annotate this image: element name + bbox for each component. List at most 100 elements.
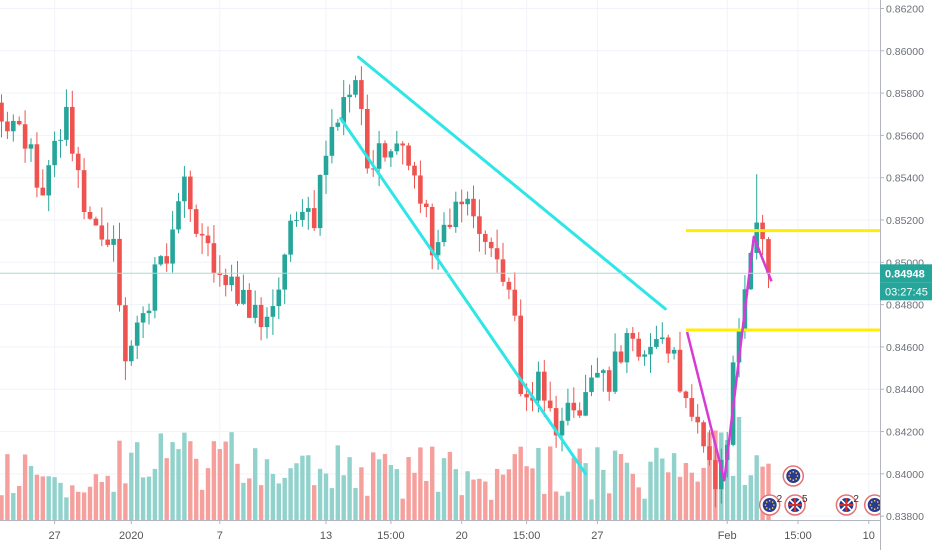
volume-bar <box>223 441 228 520</box>
volume-bar <box>666 472 671 520</box>
price-tick-label: 0.85200 <box>886 215 924 227</box>
candle-body <box>105 239 110 245</box>
volume-bar <box>589 499 594 520</box>
candle-body <box>288 220 293 255</box>
volume-bar <box>58 482 63 520</box>
volume-bar <box>500 474 506 520</box>
candle-body <box>441 224 447 243</box>
volume-bar <box>471 479 476 520</box>
volume-bar <box>264 459 270 520</box>
volume-bar <box>636 487 641 520</box>
volume-bar <box>253 448 258 520</box>
volume-bar <box>412 472 417 520</box>
volume-bar <box>34 474 40 520</box>
volume-bar <box>152 468 158 520</box>
candle-body <box>176 201 181 230</box>
volume-bar <box>530 468 535 520</box>
candle-body <box>701 422 706 447</box>
candle-body <box>542 371 547 401</box>
candle-body <box>394 143 400 152</box>
volume-bar <box>323 473 329 520</box>
volume-bar <box>146 476 152 520</box>
eu-flag-star <box>764 504 767 506</box>
eu-flag-star <box>870 507 873 509</box>
volume-bar <box>87 486 93 520</box>
volume-bar <box>524 466 529 520</box>
volume-bars <box>0 417 771 520</box>
candle-body <box>93 218 99 226</box>
eu-flag-star <box>765 507 768 509</box>
price-tick-label: 0.84400 <box>886 384 924 396</box>
volume-bar <box>22 454 28 520</box>
candle-body <box>64 106 69 140</box>
candle-body <box>429 206 435 256</box>
candle-body <box>612 351 618 392</box>
time-axis[interactable]: 27 2020 7 13 15:00 20 15:00 27 Feb 15:00 10 <box>0 520 880 550</box>
volume-bar <box>465 471 470 520</box>
volume-bar <box>194 458 199 520</box>
volume-bar <box>648 461 653 520</box>
volume-bar <box>677 476 683 520</box>
event-markers[interactable]: 2 5 2 <box>758 465 886 516</box>
candle-body <box>335 122 341 127</box>
volume-bar <box>671 453 677 520</box>
candle-body <box>111 238 116 245</box>
candle-body <box>447 224 453 228</box>
event-badge[interactable]: 2 <box>758 494 783 516</box>
volume-bar <box>483 481 488 520</box>
candle-body <box>388 151 394 158</box>
volume-bar <box>748 475 753 520</box>
eu-flag-star <box>789 472 792 474</box>
price-tick-label: 0.85400 <box>886 173 924 185</box>
candle-body <box>123 305 128 362</box>
candle-body <box>28 144 34 149</box>
volume-bar <box>766 463 771 520</box>
time-tick-label: 15:00 <box>784 530 812 542</box>
trend-line-upper <box>356 55 667 311</box>
event-badge[interactable]: 2 <box>835 494 859 516</box>
candle-body <box>689 398 695 417</box>
candle-body <box>235 276 240 304</box>
volume-bar <box>506 469 512 520</box>
volume-bar <box>406 457 411 520</box>
volume-bar <box>270 473 276 520</box>
volume-bar <box>583 463 588 520</box>
volume-bar <box>630 473 635 520</box>
time-tick-label: Feb <box>718 530 737 542</box>
candle-body <box>654 339 659 347</box>
price-tags: 0.84948 03:27:45 <box>880 264 932 301</box>
candle-body <box>565 402 571 421</box>
volume-bar <box>435 491 441 520</box>
volume-bar <box>258 485 264 520</box>
event-badge[interactable]: 5 <box>784 494 808 516</box>
volume-bar <box>359 467 364 520</box>
candle-body <box>365 108 370 169</box>
candle-body <box>618 351 624 363</box>
event-badge[interactable] <box>782 465 805 487</box>
volume-bar <box>382 453 388 520</box>
candle-body <box>5 121 10 132</box>
candle-body <box>382 143 388 158</box>
volume-bar <box>158 433 163 520</box>
volume-bar <box>11 493 16 520</box>
drawings[interactable] <box>0 55 880 482</box>
volume-bar <box>365 495 370 520</box>
eu-flag-star <box>771 507 774 509</box>
volume-bar <box>353 488 358 520</box>
candle-body <box>294 219 299 221</box>
volume-bar <box>99 481 104 520</box>
candle-body <box>341 97 346 123</box>
volume-bar <box>76 491 81 520</box>
time-tick-label: 20 <box>456 530 468 542</box>
volume-bar <box>164 458 169 520</box>
time-tick-label: 13 <box>320 530 332 542</box>
candle-body <box>359 80 364 109</box>
countdown-tag <box>880 282 932 301</box>
time-tick-label: 10 <box>863 530 875 542</box>
candle-body <box>16 120 22 125</box>
candle-body <box>317 174 323 229</box>
volume-bar <box>111 491 116 520</box>
eu-flag-star <box>765 501 768 503</box>
volume-bar <box>5 454 10 520</box>
